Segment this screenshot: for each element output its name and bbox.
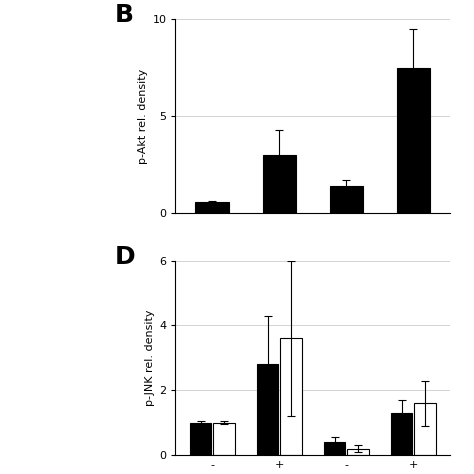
Bar [329, 186, 363, 213]
Bar [397, 68, 430, 213]
Bar [213, 423, 235, 455]
Bar [257, 365, 278, 455]
Bar [347, 448, 369, 455]
Y-axis label: p-Akt rel. density: p-Akt rel. density [138, 69, 148, 164]
Bar [391, 413, 412, 455]
Bar [195, 201, 229, 213]
Y-axis label: p-JNK rel. density: p-JNK rel. density [145, 310, 155, 406]
Text: B: B [115, 3, 134, 27]
Bar [414, 403, 436, 455]
Bar [190, 423, 211, 455]
Bar [280, 338, 302, 455]
Bar [263, 155, 296, 213]
Bar [324, 442, 346, 455]
Text: D: D [115, 245, 136, 269]
